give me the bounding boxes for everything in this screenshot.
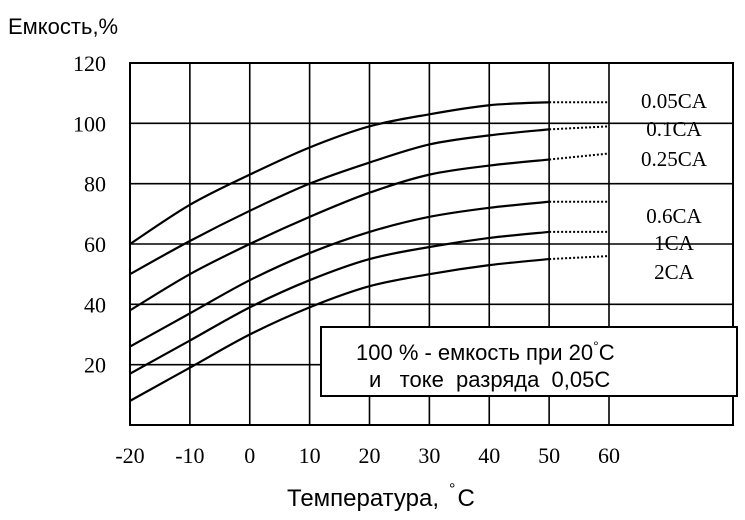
x-tick-label: 50 xyxy=(538,443,560,468)
series-curves xyxy=(129,101,610,402)
x-tick-label: 20 xyxy=(359,443,381,468)
series-label: 0.1CA xyxy=(646,117,702,141)
y-tick-label: 100 xyxy=(73,111,106,136)
y-tick-labels: 20 40 60 80 100 120 xyxy=(73,51,106,378)
series-curve xyxy=(129,200,550,348)
series-curve xyxy=(129,230,550,375)
y-tick-label: 20 xyxy=(84,353,106,378)
series-label: 0.6CA xyxy=(646,204,702,228)
y-axis-label: Емкость,% xyxy=(8,14,118,39)
annotation-frame xyxy=(320,326,738,397)
series-extension xyxy=(549,125,610,131)
series-curve xyxy=(129,101,550,245)
series-label: 1CA xyxy=(654,231,695,255)
y-tick-label: 80 xyxy=(84,172,106,197)
y-tick-label: 40 xyxy=(84,292,106,317)
y-tick-label: 60 xyxy=(84,232,106,257)
x-tick-label: -20 xyxy=(115,443,144,468)
x-tick-label: 60 xyxy=(598,443,620,468)
x-tick-label: 0 xyxy=(244,443,255,468)
series-label: 0.25CA xyxy=(641,147,708,171)
series-extension xyxy=(549,255,610,261)
series-curve xyxy=(129,158,550,312)
x-tick-label: 40 xyxy=(478,443,500,468)
x-tick-label: -10 xyxy=(175,443,204,468)
series-curve xyxy=(129,128,550,276)
x-tick-label: 30 xyxy=(418,443,440,468)
series-label: 0.05CA xyxy=(641,89,708,113)
annotation-box: 100 % - емкость при 20°C и токе разряда … xyxy=(320,326,738,397)
x-tick-labels: -20 -10 0 10 20 30 40 50 60 xyxy=(115,443,620,468)
series-labels: 0.05CA 0.1CA 0.25CA 0.6CA 1CA 2CA xyxy=(641,89,708,284)
y-tick-label: 120 xyxy=(73,51,106,76)
series-label: 2CA xyxy=(654,260,695,284)
x-tick-label: 10 xyxy=(299,443,321,468)
x-axis-label: Температура, °C xyxy=(287,481,475,512)
annotation-line-1: 100 % - емкость при 20°C xyxy=(356,338,615,365)
annotation-line-2: и токе разряда 0,05С xyxy=(369,367,610,392)
series-extension xyxy=(549,152,610,161)
series-curve xyxy=(129,257,550,402)
